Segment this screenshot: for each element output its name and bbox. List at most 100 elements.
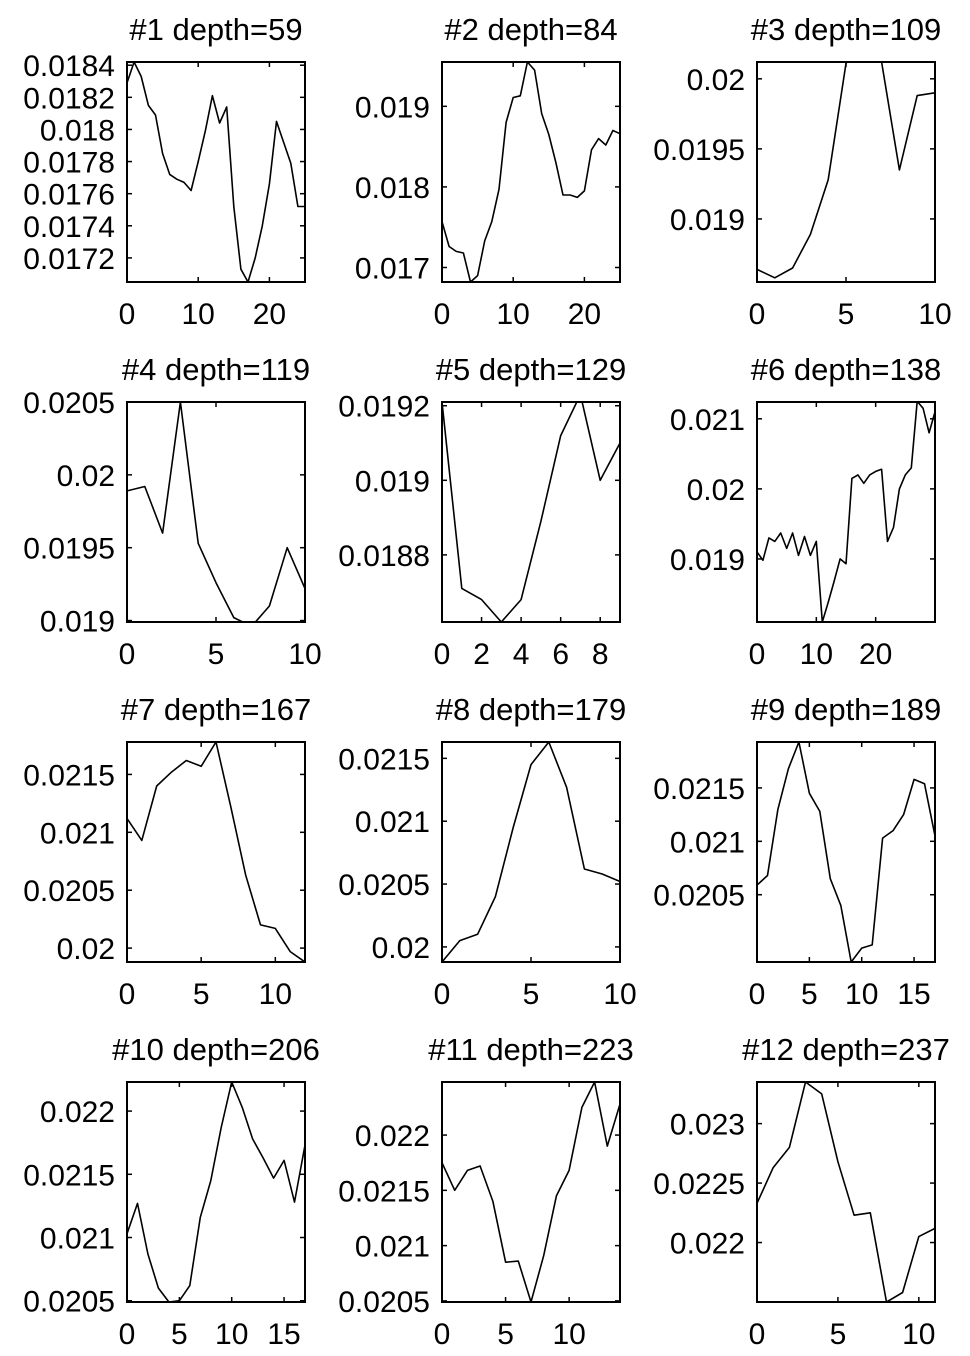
y-tick-label: 0.0205 (23, 875, 115, 908)
x-tick-label: 0 (749, 638, 766, 671)
x-tick-label: 5 (801, 978, 818, 1011)
chart-title: #9 depth=189 (751, 692, 942, 727)
x-tick-label: 10 (902, 1318, 935, 1351)
y-tick-label: 0.0192 (338, 391, 430, 424)
series-line-1 (442, 742, 620, 962)
y-tick-label: 0.021 (40, 1223, 115, 1256)
x-tick-label: 10 (603, 978, 636, 1011)
y-tick-label: 0.018 (355, 172, 430, 205)
y-tick-label: 0.0215 (23, 1159, 115, 1192)
x-tick-label: 0 (434, 978, 451, 1011)
plot-area-frame (126, 1081, 306, 1303)
y-tick-label: 0.0205 (653, 880, 745, 913)
chart-panel-9: #9 depth=189 0 5 10 15 0.0215 0.021 0.0205 (653, 692, 941, 1011)
series-line-1 (127, 1082, 305, 1302)
chart-panel-4: #4 depth=119 0 5 10 0.0205 0.02 0.0195 0.019 (23, 352, 321, 671)
y-tick-label: 0.017 (355, 252, 430, 285)
y-tick-label: 0.0176 (23, 179, 115, 212)
plot-area-frame (126, 741, 306, 963)
chart-title: #5 depth=129 (436, 352, 627, 387)
x-tick-label: 10 (918, 298, 951, 331)
y-tick-label: 0.021 (40, 817, 115, 850)
y-tick-label: 0.0205 (338, 869, 430, 902)
chart-title: #8 depth=179 (436, 692, 627, 727)
plot-area-frame (441, 401, 621, 623)
chart-title: #11 depth=223 (428, 1032, 633, 1067)
x-tick-label: 5 (830, 1318, 847, 1351)
chart-title: #7 depth=167 (121, 692, 312, 727)
y-tick-label: 0.023 (670, 1109, 745, 1142)
x-tick-label: 0 (749, 978, 766, 1011)
chart-panel-6: #6 depth=138 0 10 20 0.021 0.02 0.019 (670, 352, 941, 671)
series-line-1 (757, 742, 935, 962)
y-tick-label: 0.0188 (338, 540, 430, 573)
y-tick-label: 0.0215 (653, 773, 745, 806)
x-tick-label: 0 (749, 298, 766, 331)
y-tick-label: 0.022 (40, 1096, 115, 1129)
chart-title: #4 depth=119 (122, 352, 310, 387)
chart-panel-3: #3 depth=109 0 5 10 0.02 0.0195 0.019 (653, 12, 951, 331)
y-tick-label: 0.0205 (23, 387, 115, 420)
x-tick-label: 20 (253, 298, 286, 331)
y-tick-label: 0.021 (355, 806, 430, 839)
chart-title: #3 depth=109 (751, 12, 942, 47)
y-tick-label: 0.0215 (338, 1175, 430, 1208)
plot-area-frame (441, 61, 621, 283)
plot-area-frame (756, 1081, 936, 1303)
x-tick-label: 0 (119, 298, 136, 331)
y-tick-label: 0.0178 (23, 147, 115, 180)
x-tick-label: 15 (897, 978, 930, 1011)
plot-area-frame (756, 401, 936, 623)
series-line-1 (757, 402, 935, 622)
y-tick-label: 0.021 (670, 826, 745, 859)
x-tick-label: 0 (749, 1318, 766, 1351)
plot-area-frame (126, 61, 306, 283)
y-tick-label: 0.019 (40, 606, 115, 639)
y-tick-label: 0.0215 (23, 759, 115, 792)
y-tick-label: 0.02 (687, 64, 745, 97)
series-line-1 (442, 1082, 620, 1302)
chart-panel-10: #10 depth=206 0 5 10 15 0.022 0.0215 0.021 0.020… (23, 1032, 320, 1351)
y-tick-label: 0.0172 (23, 243, 115, 276)
plot-area-frame (441, 741, 621, 963)
x-tick-label: 10 (800, 638, 833, 671)
series-line-1 (757, 1082, 935, 1302)
x-tick-label: 0 (119, 1318, 136, 1351)
y-tick-label: 0.019 (355, 91, 430, 124)
x-tick-label: 10 (182, 298, 215, 331)
series-line-1 (127, 402, 305, 622)
x-tick-label: 10 (215, 1318, 248, 1351)
x-tick-label: 10 (259, 978, 292, 1011)
chart-panel-7: #7 depth=167 0 5 10 0.0215 0.021 0.0205 0.02 (23, 692, 311, 1011)
y-tick-label: 0.022 (670, 1228, 745, 1261)
chart-title: #12 depth=237 (742, 1032, 950, 1067)
chart-title: #1 depth=59 (129, 12, 302, 47)
chart-panel-1: #1 depth=590 10 200.01840.01820.0180.01780… (23, 12, 306, 331)
x-tick-label: 5 (838, 298, 855, 331)
series-line-1 (127, 742, 305, 962)
y-tick-label: 0.019 (670, 544, 745, 577)
y-tick-label: 0.02 (687, 474, 745, 507)
y-tick-label: 0.0174 (23, 211, 115, 244)
x-tick-label: 10 (845, 978, 878, 1011)
x-tick-label: 15 (267, 1318, 300, 1351)
x-tick-label: 10 (288, 638, 321, 671)
plot-area-frame (441, 1081, 621, 1303)
chart-panel-11: #11 depth=223 0 5 10 0.022 0.0215 0.021 0.0205 (338, 1032, 633, 1351)
y-tick-label: 0.02 (372, 932, 430, 965)
chart-panel-12: #12 depth=237 0 5 10 0.023 0.0225 0.022 (653, 1032, 950, 1351)
series-line-1 (442, 402, 620, 622)
y-tick-label: 0.021 (670, 404, 745, 437)
x-tick-label: 0 (434, 298, 451, 331)
y-tick-label: 0.018 (40, 114, 115, 147)
x-tick-label: 5 (523, 978, 540, 1011)
y-tick-label: 0.019 (670, 204, 745, 237)
y-tick-label: 0.021 (355, 1231, 430, 1264)
series-line-1 (127, 62, 305, 282)
chart-panel-2: #2 depth=84 0 10 20 0.019 0.018 0.017 (355, 12, 621, 331)
x-tick-label: 10 (552, 1318, 585, 1351)
series-line-1 (442, 62, 620, 282)
x-tick-label: 0 (434, 638, 451, 671)
